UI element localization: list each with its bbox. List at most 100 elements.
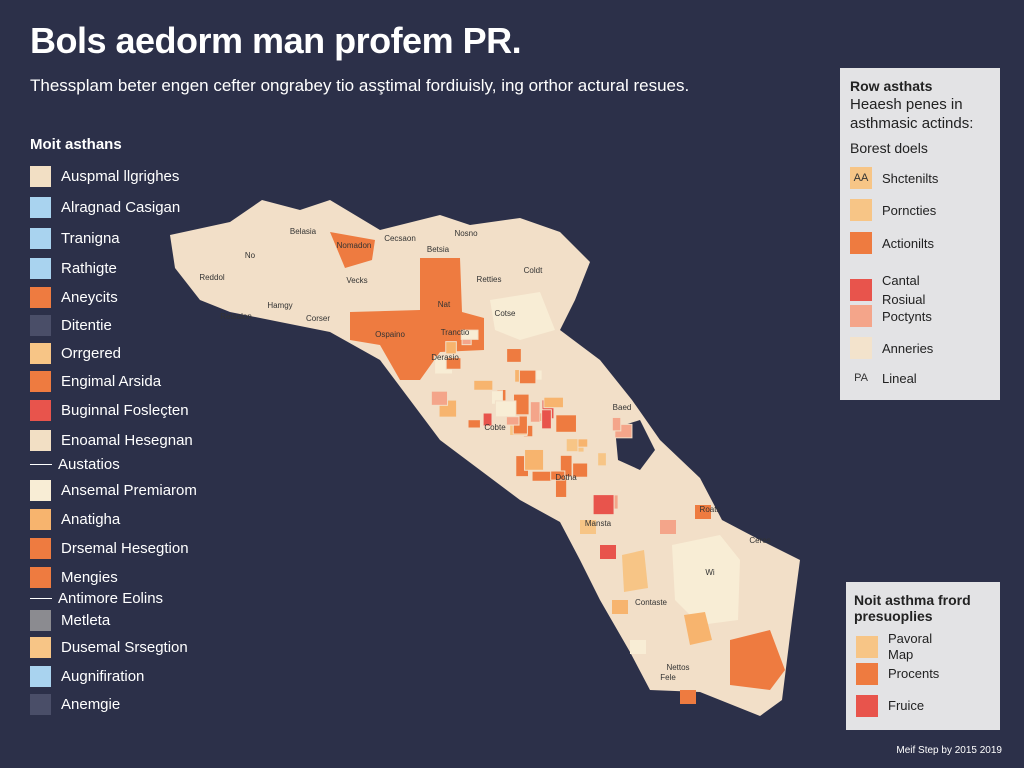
legend-swatch (30, 637, 51, 658)
legend-label: Alragnad Casigan (61, 199, 181, 216)
region (445, 357, 462, 370)
map-label: Reddol (199, 273, 225, 282)
legend-label: Porncties (882, 202, 937, 218)
map-label: Betsia (427, 245, 450, 254)
legend-label: Aneycits (61, 289, 118, 306)
legend-swatch (856, 636, 878, 658)
region (592, 494, 615, 516)
region (482, 412, 493, 427)
region (680, 690, 696, 704)
footer: Meif Step by 2015 2019 (896, 745, 1002, 756)
map-label: Tranctio (441, 328, 470, 337)
legend-item: Orrgered (30, 343, 121, 364)
legend-item: Cantal Rosiual (850, 271, 962, 309)
legend-title: Noit asthma frord presuoplies (854, 592, 971, 624)
region (524, 448, 545, 471)
region (430, 390, 449, 406)
region (505, 416, 520, 426)
legend-item: AA Shctenilts (850, 167, 962, 189)
region (630, 640, 646, 654)
left-legend: Moit asthans Auspmal llgrighes Alragnad C… (30, 136, 197, 715)
legend-swatch (30, 258, 51, 279)
legend-item: Dusemal Srsegtion (30, 637, 188, 658)
legend-item: Drsemal Hesegtion (30, 538, 189, 559)
legend-swatch: AA (850, 167, 872, 189)
legend-title: Row asthats (850, 78, 933, 94)
legend-swatch (850, 199, 872, 221)
map-label: Baed (613, 403, 632, 412)
right-legend: Row asthats Heaesh penes in asthmasic ac… (840, 68, 1000, 400)
map-label: Vecks (346, 276, 367, 285)
region (445, 341, 457, 355)
region (543, 396, 564, 409)
region (597, 452, 607, 467)
map-label: Coldt (524, 266, 543, 275)
legend-item: Aneycits (30, 287, 118, 308)
region (580, 520, 596, 534)
map-label: Belasia (290, 227, 317, 236)
legend-item: Actionilts (850, 232, 962, 254)
region (684, 612, 712, 645)
legend-item: Enoamal Hesegnan (30, 430, 193, 451)
legend-label: Pavoral Map (888, 631, 933, 662)
legend-label: Ansemal Premiarom (61, 482, 197, 499)
legend-label: Actionilts (882, 235, 935, 251)
legend-item: Alragnad Casigan (30, 197, 180, 218)
legend-title: Moit asthans (30, 136, 122, 153)
map-label: Mansta (585, 519, 612, 528)
legend-swatch (850, 305, 872, 327)
region (611, 416, 622, 432)
region (612, 600, 628, 614)
region (622, 550, 648, 592)
subtitle: Thessplam beter engen cefter ongrabey ti… (30, 76, 690, 95)
map-label: Ceres (749, 536, 770, 545)
map-label: Derasio (431, 353, 459, 362)
legend-swatch: PA (850, 367, 872, 389)
legend-item: Procents (856, 663, 958, 685)
legend-label: Poctynts (882, 308, 932, 324)
legend-label: Procents (888, 666, 940, 681)
legend-item: Poctynts (850, 305, 962, 327)
legend-label: Antimore Eolins (58, 590, 164, 607)
map-label: Nettos (666, 663, 689, 672)
legend-swatch (30, 567, 51, 588)
legend-item: PA Lineal (850, 367, 962, 389)
region (506, 348, 522, 363)
legend-item: Antimore Eolins (30, 590, 163, 607)
region (555, 414, 577, 433)
legend-label: Engimal Arsida (61, 373, 162, 390)
legend-label: Augnifiration (61, 668, 145, 685)
legend-label: Fruice (888, 698, 925, 713)
legend-label: Buginnal Fosleçten (61, 402, 189, 419)
map-label: Contaste (635, 598, 668, 607)
legend-item: Anatigha (30, 509, 120, 530)
legend-swatch (30, 166, 51, 187)
legend-label: Mengies (61, 569, 118, 586)
legend-item: Pavoral Map (856, 631, 958, 663)
region (460, 329, 479, 340)
legend-item: Rathigte (30, 258, 117, 279)
region (330, 232, 375, 268)
region (695, 505, 711, 519)
region (473, 379, 494, 391)
map-label: Corser (306, 314, 330, 323)
legend-item: Engimal Arsida (30, 371, 161, 392)
bottom-legend: Noit asthma frord presuoplies Pavoral Ma… (846, 582, 1000, 730)
legend-item: Ditentie (30, 315, 112, 336)
legend-item: Augnifiration (30, 666, 144, 687)
region (730, 630, 785, 690)
legend-line (30, 464, 52, 465)
region (600, 545, 616, 559)
map-label: Cotse (495, 309, 516, 318)
map-label: Wi (705, 568, 715, 577)
legend-swatch (30, 315, 51, 336)
region (531, 470, 553, 482)
legend-swatch (30, 343, 51, 364)
map-label: No (245, 251, 256, 260)
map-label: Retsalon (220, 312, 252, 321)
legend-label: Rathigte (61, 260, 117, 277)
legend-label: Enoamal Hesegnan (61, 432, 193, 449)
legend-label: Tranigna (61, 230, 120, 247)
map-label: Nosno (454, 229, 478, 238)
